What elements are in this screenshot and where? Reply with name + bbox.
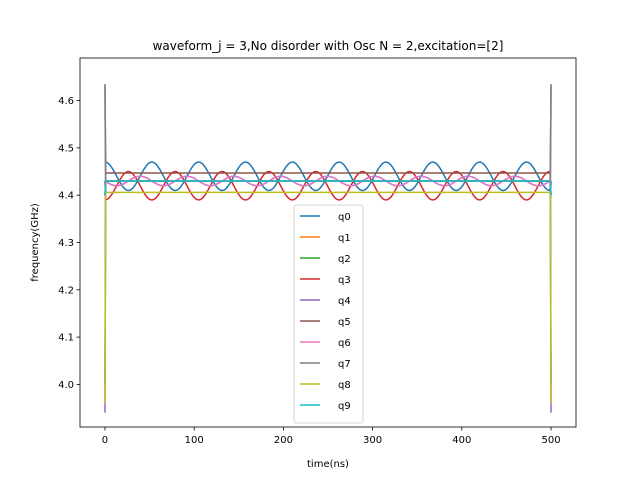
series-line-q7 xyxy=(104,84,552,182)
plot-area xyxy=(104,84,552,413)
y-tick-label: 4.3 xyxy=(58,238,74,249)
x-tick-label: 400 xyxy=(452,435,471,446)
y-tick-label: 4.4 xyxy=(58,191,74,202)
x-tick-label: 500 xyxy=(541,435,560,446)
y-tick-label: 4.2 xyxy=(58,285,74,296)
legend-label-q4: q4 xyxy=(338,296,351,307)
x-tick-label: 300 xyxy=(363,435,382,446)
legend-label-q1: q1 xyxy=(338,233,351,244)
axes: 0 100 200 300 400 500 4.0 4.1 4.2 4.3 4.4 4.5 4.6 xyxy=(58,57,577,446)
x-tick-label: 100 xyxy=(185,435,204,446)
legend-label-q8: q8 xyxy=(338,380,351,391)
legend-label-q3: q3 xyxy=(338,275,351,286)
legend-label-q7: q7 xyxy=(338,359,351,370)
legend-label-q5: q5 xyxy=(338,317,351,328)
legend-box xyxy=(293,204,364,424)
x-tick-label: 0 xyxy=(102,435,108,446)
legend-label-q2: q2 xyxy=(338,254,351,265)
y-tick-label: 4.1 xyxy=(58,333,74,344)
y-tick-label: 4.0 xyxy=(58,380,74,391)
series-line-q8 xyxy=(104,191,552,404)
y-tick-label: 4.5 xyxy=(58,143,74,154)
legend: q0 q1 q2 q3 q4 q5 q6 q7 q8 q9 xyxy=(293,204,364,424)
chart-title: waveform_j = 3,No disorder with Osc N = … xyxy=(153,39,504,53)
series-line-q9 xyxy=(104,180,552,196)
y-tick-label: 4.6 xyxy=(58,96,74,107)
x-axis-label: time(ns) xyxy=(307,459,349,470)
legend-label-q0: q0 xyxy=(338,212,351,223)
series-line-q6 xyxy=(104,110,552,187)
series-line-q5 xyxy=(104,86,552,174)
series-line-q0 xyxy=(104,160,552,385)
x-tick-label: 200 xyxy=(274,435,293,446)
y-axis-label: frequency(GHz) xyxy=(30,203,41,282)
legend-label-q9: q9 xyxy=(338,401,351,412)
legend-label-q6: q6 xyxy=(338,338,351,349)
